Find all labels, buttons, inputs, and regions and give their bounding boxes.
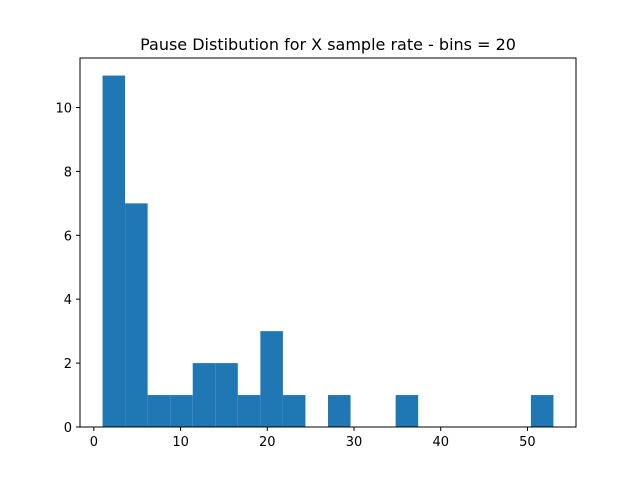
y-tick-label: 8 — [64, 165, 72, 180]
histogram-bar — [282, 395, 306, 427]
histogram-bar — [328, 395, 351, 427]
histogram-bar — [102, 75, 126, 428]
histogram-bar — [530, 395, 554, 427]
x-tick-label: 40 — [432, 435, 449, 450]
y-tick-label: 6 — [64, 229, 72, 244]
y-tick-label: 10 — [55, 102, 72, 117]
x-tick-label: 10 — [172, 435, 189, 450]
chart-title: Pause Distibution for X sample rate - bi… — [140, 35, 516, 54]
histogram-bar — [260, 331, 283, 427]
plot-frame — [79, 57, 577, 428]
x-tick-label: 50 — [519, 435, 536, 450]
histogram-bar — [215, 363, 238, 427]
histogram-bar — [125, 203, 148, 427]
y-tick-label: 0 — [64, 421, 72, 436]
histogram-bar — [147, 395, 171, 427]
x-tick-label: 30 — [346, 435, 363, 450]
axes-group: 0 10 20 30 40 50 0 2 4 6 8 10 — [55, 57, 577, 450]
bars-group — [102, 75, 554, 428]
x-tick-label: 0 — [90, 435, 98, 450]
histogram-bar — [170, 395, 193, 427]
histogram-bar — [395, 395, 419, 427]
y-tick-label: 2 — [64, 357, 72, 372]
x-tick-label: 20 — [259, 435, 276, 450]
histogram-bar — [192, 363, 216, 427]
y-tick-label: 4 — [64, 293, 72, 308]
histogram-bar — [237, 395, 261, 427]
